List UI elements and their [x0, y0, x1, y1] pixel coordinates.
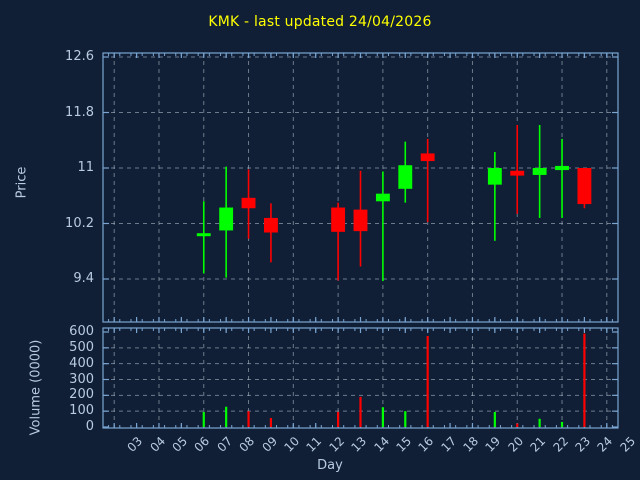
price-tick-label: 9.4	[73, 271, 94, 286]
candle-body	[398, 165, 413, 189]
candlestick-22[interactable]	[532, 124, 547, 218]
candle-body	[353, 209, 368, 232]
candle-body	[196, 233, 211, 237]
candle-body	[487, 168, 502, 185]
price-tick-label: 11.8	[65, 104, 94, 120]
price-tick-label: 11	[77, 160, 94, 175]
candle-body	[219, 207, 234, 231]
candle-body	[331, 207, 346, 232]
candlestick-10[interactable]	[263, 203, 278, 263]
volume-tick-label: 500	[69, 339, 94, 355]
candlestick-20[interactable]	[487, 152, 502, 241]
volume-tick-label: 600	[69, 324, 94, 339]
candlestick-23[interactable]	[555, 138, 569, 218]
candlestick-14[interactable]	[353, 170, 368, 267]
candlestick-09[interactable]	[241, 169, 256, 239]
chart-title: KMK - last updated 24/04/2026	[208, 14, 432, 30]
candle-body	[375, 193, 390, 202]
candle-body	[420, 153, 435, 162]
candlestick-21[interactable]	[510, 124, 525, 214]
candle-body	[555, 165, 569, 171]
candlestick-08[interactable]	[219, 166, 234, 278]
volume-tick-label: 200	[69, 387, 94, 403]
candlestick-15[interactable]	[375, 171, 390, 282]
x-axis-label: Day	[317, 458, 343, 473]
candlestick-17[interactable]	[420, 138, 435, 223]
candle-body	[510, 170, 525, 176]
volume-tick-label: 0	[85, 419, 94, 434]
candlestick-16[interactable]	[398, 141, 413, 203]
volume-tick-label: 400	[69, 355, 94, 371]
candlestick-13[interactable]	[331, 202, 346, 281]
candle-body	[532, 168, 547, 175]
price-tick-label: 12.6	[65, 49, 94, 64]
candle-body	[577, 168, 592, 205]
candle-body	[263, 217, 278, 233]
candlestick-24[interactable]	[577, 168, 592, 209]
candlestick-07[interactable]	[196, 201, 211, 274]
volume-tick-label: 100	[69, 403, 94, 419]
price-tick-label: 10.2	[65, 215, 94, 231]
volume-tick-label: 300	[69, 371, 94, 387]
candle-body	[241, 197, 256, 209]
